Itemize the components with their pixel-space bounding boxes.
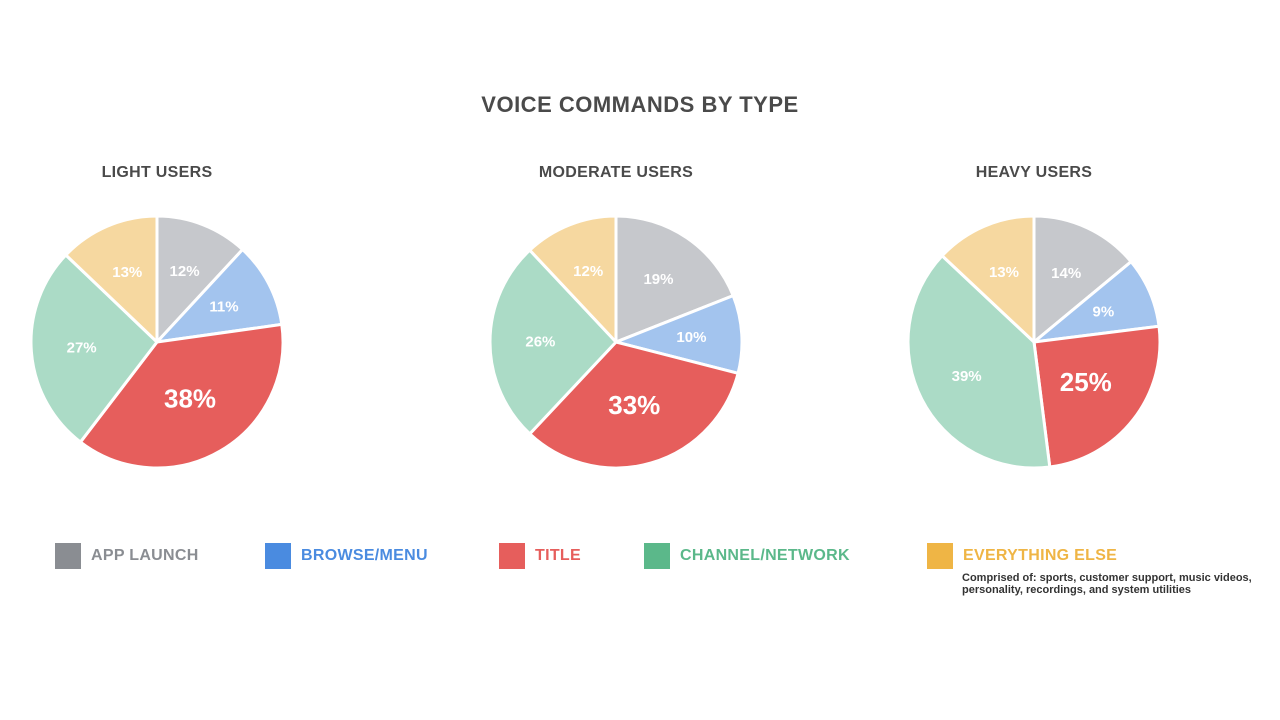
pie-label-channel-network: 26% xyxy=(525,334,555,351)
chart-title-moderate-users: MODERATE USERS xyxy=(538,164,694,181)
pie-slice-title xyxy=(1032,324,1162,469)
legend-item-browse-menu: BROWSE/MENU xyxy=(265,543,428,569)
pie-label-browse-menu: 11% xyxy=(209,298,238,315)
legend-swatch-app-launch xyxy=(55,543,81,569)
chart-main-title: VOICE COMMANDS BY TYPE xyxy=(481,92,799,117)
pie-slice-browse-menu xyxy=(155,248,284,344)
pie-slice-app-launch xyxy=(614,214,735,344)
pie-label-browse-menu: 10% xyxy=(676,329,706,346)
pie-label-title: 38% xyxy=(164,384,216,414)
pie-slice-channel-network xyxy=(906,254,1052,470)
legend-item-app-launch: APP LAUNCH xyxy=(55,543,199,569)
pie-chart-moderate-users: MODERATE USERS 19% 10% 33% 26% 12% xyxy=(476,160,756,480)
legend-swatch-title xyxy=(499,543,525,569)
pie-chart-light-users: LIGHT USERS 12% 11% 38% 27% 13% xyxy=(17,160,297,480)
pie-label-title: 33% xyxy=(608,390,660,420)
legend-swatch-channel-network xyxy=(644,543,670,569)
pie-label-everything-else: 13% xyxy=(112,264,142,281)
legend-label-everything-else: EVERYTHING ELSE xyxy=(963,547,1118,564)
pie-label-app-launch: 12% xyxy=(170,263,200,280)
pie-slice-app-launch xyxy=(155,214,245,344)
legend-label-app-launch: APP LAUNCH xyxy=(91,547,199,564)
legend-note: Comprised of: sports, customer support, … xyxy=(962,572,1252,596)
legend-label-browse-menu: BROWSE/MENU xyxy=(301,547,428,564)
legend-swatch-browse-menu xyxy=(265,543,291,569)
pie-label-app-launch: 19% xyxy=(643,271,673,288)
pie-slice-everything-else xyxy=(64,214,159,344)
chart-title-light-users: LIGHT USERS xyxy=(101,164,213,181)
legend-item-title: TITLE xyxy=(499,543,581,569)
pie-slice-channel-network xyxy=(29,253,159,444)
pie-label-app-launch: 14% xyxy=(1051,265,1081,282)
chart-title-heavy-users: HEAVY USERS xyxy=(975,164,1093,181)
legend-item-everything-else: EVERYTHING ELSE xyxy=(927,543,1117,569)
pie-slice-app-launch xyxy=(1032,214,1133,344)
pie-svg-moderate-users: 19% 10% 33% 26% 12% xyxy=(488,214,744,470)
pie-chart-heavy-users: HEAVY USERS 14% 9% 25% 39% 13% xyxy=(894,160,1174,480)
pie-slice-everything-else xyxy=(528,214,618,344)
pie-slice-title xyxy=(528,340,740,470)
pie-slice-everything-else xyxy=(940,214,1036,344)
pie-label-everything-else: 12% xyxy=(573,263,603,280)
legend-label-title: TITLE xyxy=(535,547,581,564)
pie-label-channel-network: 27% xyxy=(67,339,97,356)
pie-slice-channel-network xyxy=(488,248,618,436)
pie-svg-light-users: 12% 11% 38% 27% 13% xyxy=(29,214,285,470)
pie-slice-browse-menu xyxy=(614,294,744,375)
pie-label-browse-menu: 9% xyxy=(1093,303,1115,320)
legend-swatch-everything-else xyxy=(927,543,953,569)
legend-item-channel-network: CHANNEL/NETWORK xyxy=(644,543,850,569)
pie-label-channel-network: 39% xyxy=(952,368,982,385)
pie-slice-title xyxy=(78,322,285,470)
pie-svg-heavy-users: 14% 9% 25% 39% 13% xyxy=(906,214,1162,470)
legend-label-channel-network: CHANNEL/NETWORK xyxy=(680,547,850,564)
pie-label-title: 25% xyxy=(1060,367,1112,397)
legend: APP LAUNCH BROWSE/MENU TITLE CHANNEL/NET… xyxy=(0,543,1280,603)
pie-label-everything-else: 13% xyxy=(989,264,1019,281)
